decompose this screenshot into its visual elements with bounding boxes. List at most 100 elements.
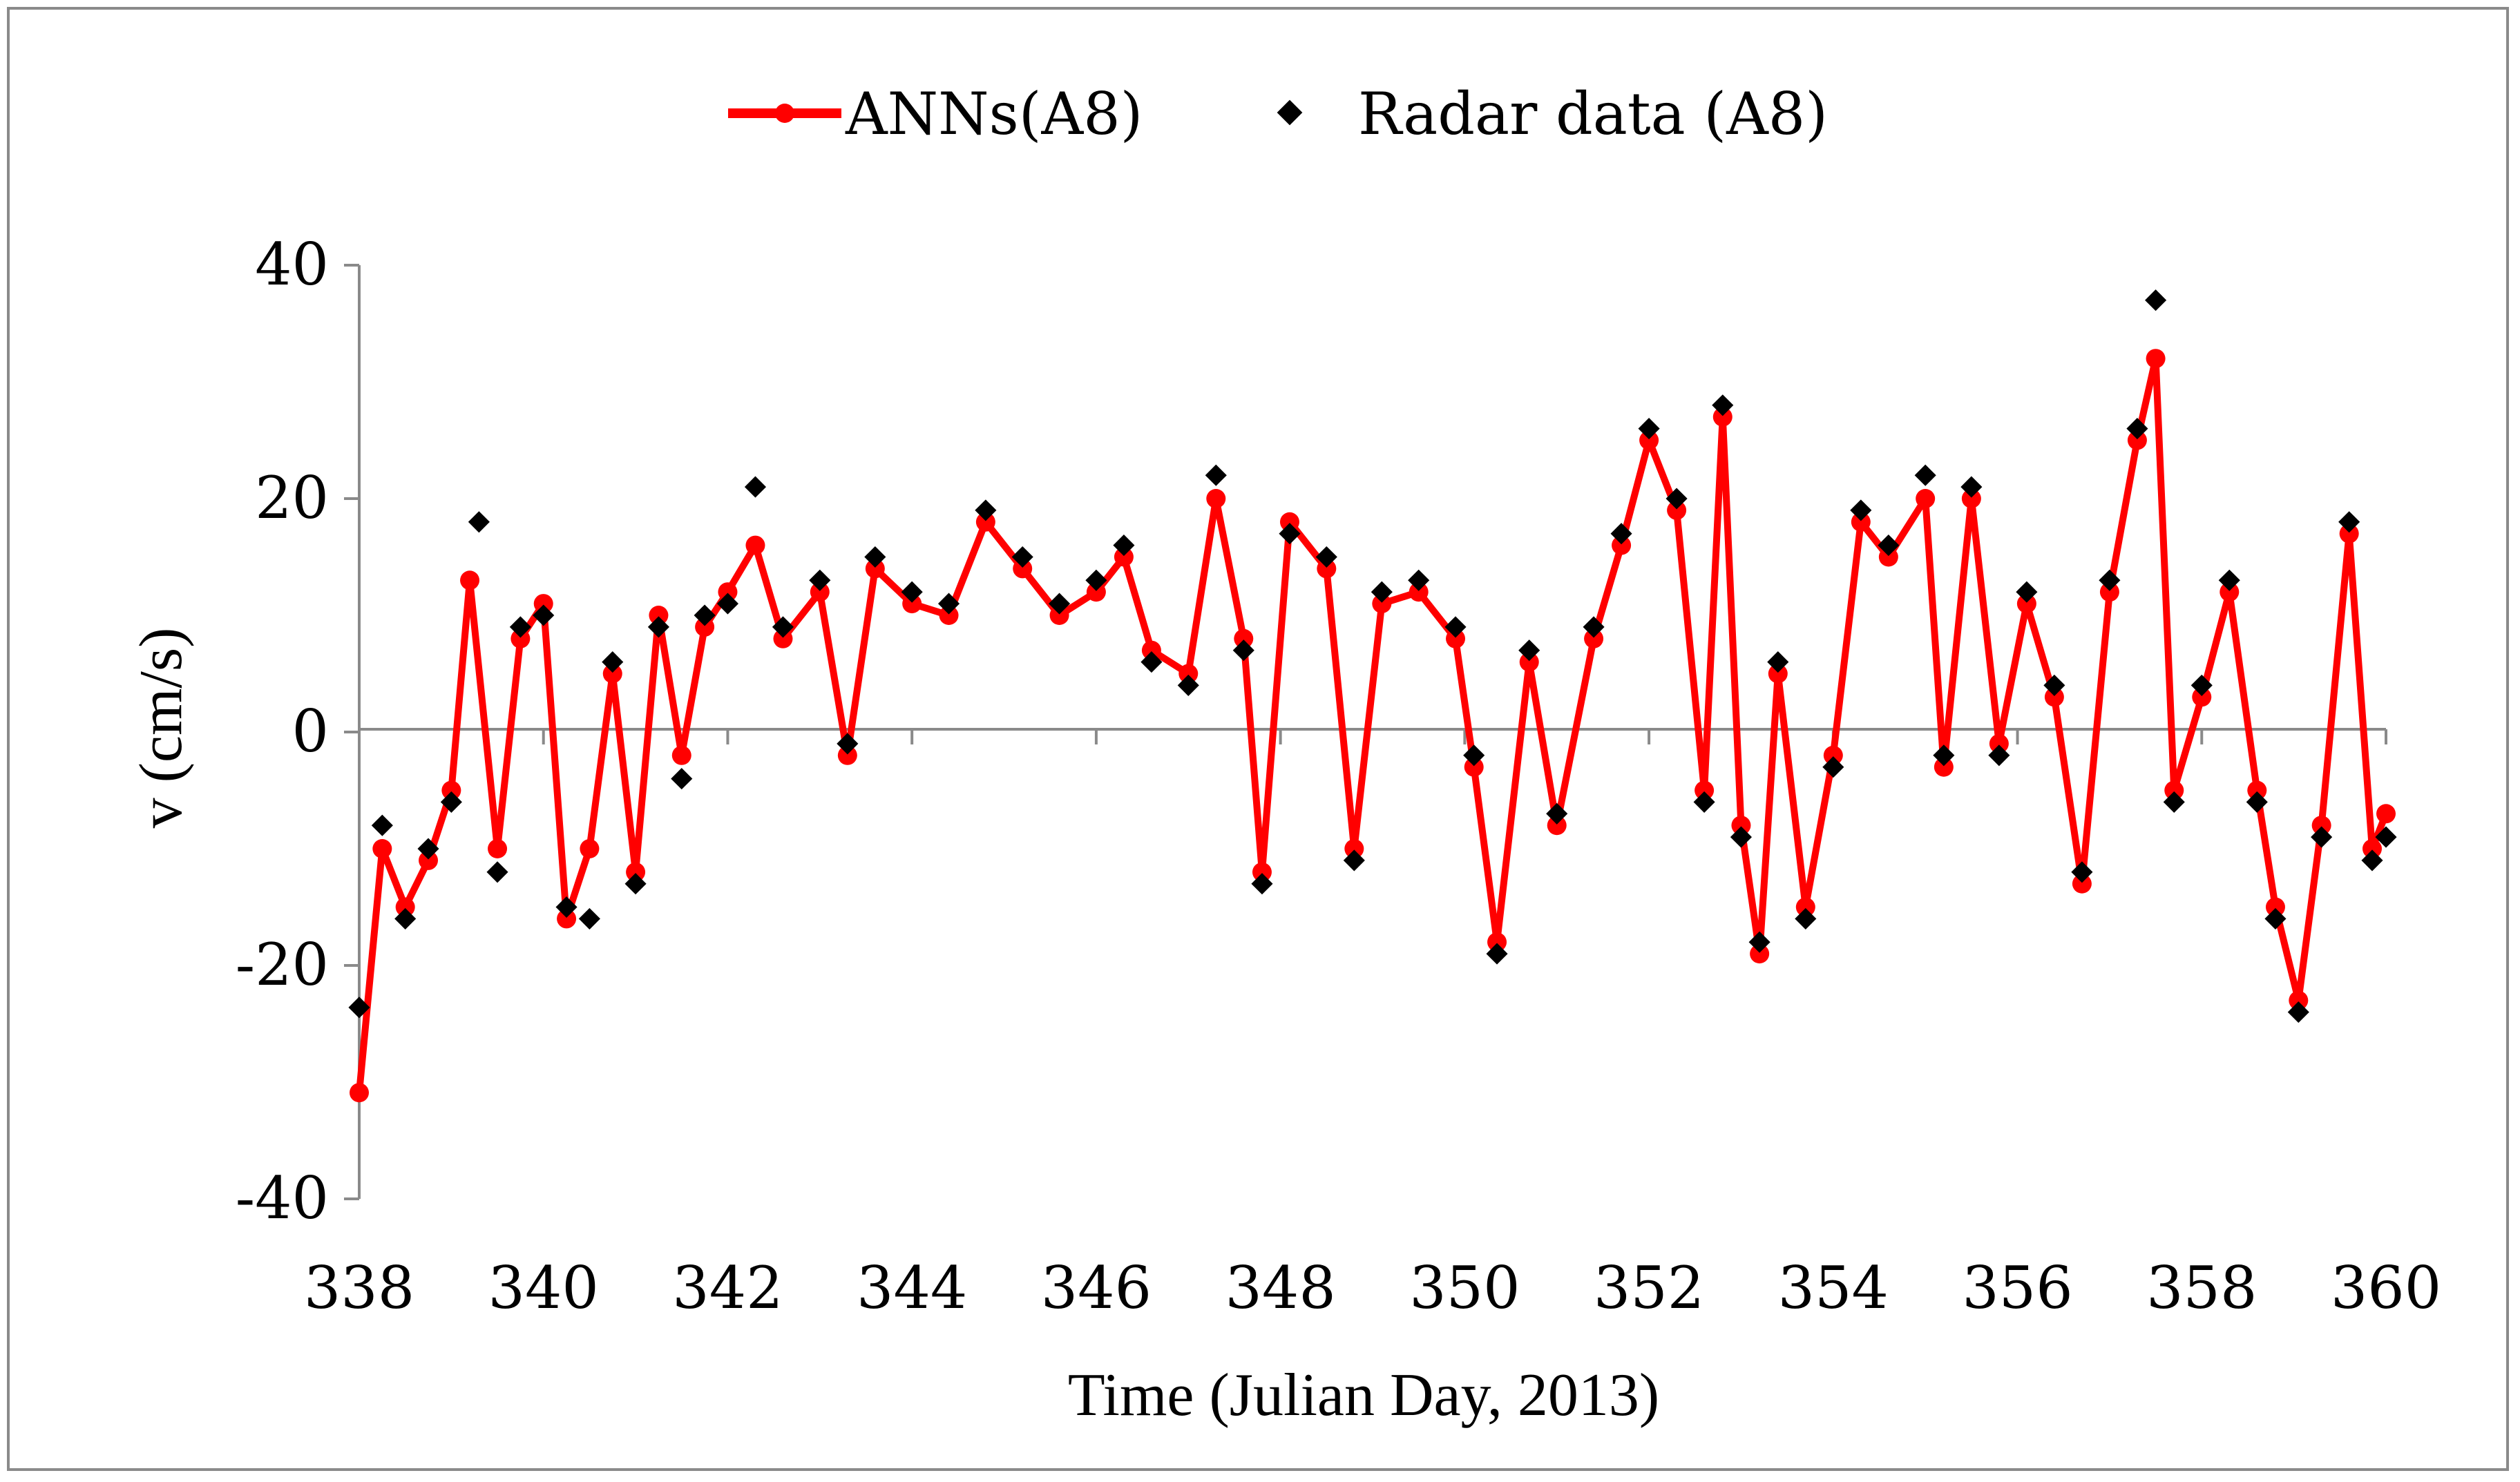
radar-point bbox=[2264, 907, 2287, 930]
radar-point bbox=[1822, 756, 1844, 778]
radar-point bbox=[1463, 744, 1485, 767]
radar-point bbox=[1251, 873, 1273, 895]
anns-point bbox=[460, 570, 480, 590]
radar-point bbox=[2043, 674, 2065, 696]
radar-point bbox=[1878, 535, 1900, 557]
anns-point bbox=[2164, 780, 2184, 800]
anns-point bbox=[1464, 757, 1484, 777]
radar-point bbox=[1444, 616, 1467, 638]
anns-point bbox=[580, 839, 600, 858]
anns-point bbox=[2311, 816, 2331, 836]
legend-radar-marker bbox=[1277, 99, 1303, 126]
anns-point bbox=[1750, 944, 1770, 964]
radar-point bbox=[1988, 744, 2010, 767]
line-chart: ANNs(A8) Radar data (A8) 40 20 0 -20 -40 338… bbox=[128, 80, 2441, 1429]
radar-point bbox=[371, 814, 393, 836]
radar-point bbox=[2163, 791, 2185, 813]
anns-point bbox=[1344, 839, 1364, 858]
anns-point bbox=[2146, 349, 2166, 369]
radar-point bbox=[744, 476, 767, 498]
radar-point bbox=[486, 861, 508, 883]
anns-point bbox=[1409, 582, 1429, 602]
anns-point bbox=[1731, 816, 1751, 836]
radar-point bbox=[671, 768, 693, 790]
anns-point bbox=[533, 594, 553, 614]
radar-point bbox=[1486, 943, 1508, 965]
anns-point bbox=[2220, 582, 2240, 602]
anns-point bbox=[1639, 430, 1659, 450]
anns-point bbox=[865, 559, 885, 579]
radar-point bbox=[2338, 511, 2360, 533]
y-tick-label: 20 bbox=[255, 464, 329, 532]
y-tick-label: -20 bbox=[236, 931, 329, 999]
radar-point bbox=[2099, 569, 2121, 591]
anns-point bbox=[1823, 745, 1843, 765]
radar-point bbox=[1960, 476, 1983, 498]
anns-point bbox=[810, 582, 830, 602]
radar-point bbox=[2218, 569, 2240, 591]
anns-point bbox=[602, 664, 622, 684]
x-ticks: 338 340 342 344 346 348 350 352 354 356 358 360 bbox=[304, 729, 2441, 1322]
anns-point bbox=[1768, 664, 1788, 684]
x-tick-label: 352 bbox=[1594, 1254, 1704, 1322]
anns-point bbox=[1695, 780, 1715, 800]
x-tick-label: 340 bbox=[488, 1254, 599, 1322]
radar-point bbox=[1665, 488, 1688, 510]
anns-point bbox=[695, 617, 715, 637]
anns-point bbox=[1487, 932, 1507, 952]
x-tick-label: 358 bbox=[2146, 1254, 2257, 1322]
radar-point bbox=[2287, 1001, 2309, 1023]
radar-point bbox=[1638, 418, 1660, 440]
radar-point bbox=[1850, 499, 1872, 521]
anns-point bbox=[1372, 594, 1392, 614]
x-tick-label: 346 bbox=[1041, 1254, 1152, 1322]
radar-point bbox=[2016, 581, 2038, 603]
x-tick-label: 360 bbox=[2331, 1254, 2441, 1322]
anns-point bbox=[441, 780, 461, 800]
anns-point bbox=[975, 512, 995, 532]
radar-point bbox=[1767, 651, 1789, 673]
x-tick-label: 342 bbox=[672, 1254, 783, 1322]
radar-point bbox=[837, 733, 859, 755]
radar-point bbox=[2361, 849, 2383, 872]
x-tick-label: 348 bbox=[1225, 1254, 1335, 1322]
radar-point bbox=[1712, 394, 1734, 416]
anns-point bbox=[372, 839, 392, 858]
anns-point bbox=[1013, 559, 1033, 579]
anns-point bbox=[2192, 687, 2212, 707]
anns-point bbox=[1795, 897, 1815, 917]
radar-point bbox=[2071, 861, 2093, 883]
anns-point bbox=[1086, 582, 1106, 602]
radar-point bbox=[1914, 464, 1936, 486]
legend-anns-label: ANNs(A8) bbox=[845, 80, 1143, 148]
anns-point bbox=[2016, 594, 2036, 614]
anns-point bbox=[2339, 523, 2359, 543]
anns-point bbox=[1934, 757, 1954, 777]
anns-point bbox=[1878, 547, 1898, 567]
anns-point bbox=[649, 606, 669, 625]
anns-point bbox=[395, 897, 415, 917]
radar-point bbox=[1933, 744, 1955, 767]
y-tick-label: 0 bbox=[292, 697, 329, 765]
x-tick-label: 350 bbox=[1409, 1254, 1520, 1322]
anns-point bbox=[2044, 687, 2064, 707]
anns-point bbox=[2265, 897, 2285, 917]
x-tick-label: 356 bbox=[1962, 1254, 2072, 1322]
legend: ANNs(A8) Radar data (A8) bbox=[728, 80, 1828, 148]
legend-radar-label: Radar data (A8) bbox=[1358, 80, 1828, 148]
anns-point bbox=[1234, 628, 1254, 648]
anns-point bbox=[671, 745, 691, 765]
anns-point bbox=[1584, 628, 1604, 648]
anns-point bbox=[1446, 628, 1466, 648]
anns-point bbox=[2362, 839, 2382, 858]
anns-point bbox=[902, 594, 922, 614]
radar-point bbox=[578, 907, 600, 930]
anns-point bbox=[1712, 407, 1732, 427]
x-tick-label: 338 bbox=[304, 1254, 414, 1322]
legend-anns-marker bbox=[775, 104, 794, 123]
anns-point bbox=[2247, 780, 2267, 800]
radar-point bbox=[2126, 418, 2148, 440]
anns-point bbox=[1178, 664, 1199, 684]
anns-point bbox=[1961, 489, 1981, 508]
anns-point bbox=[1206, 489, 1226, 508]
